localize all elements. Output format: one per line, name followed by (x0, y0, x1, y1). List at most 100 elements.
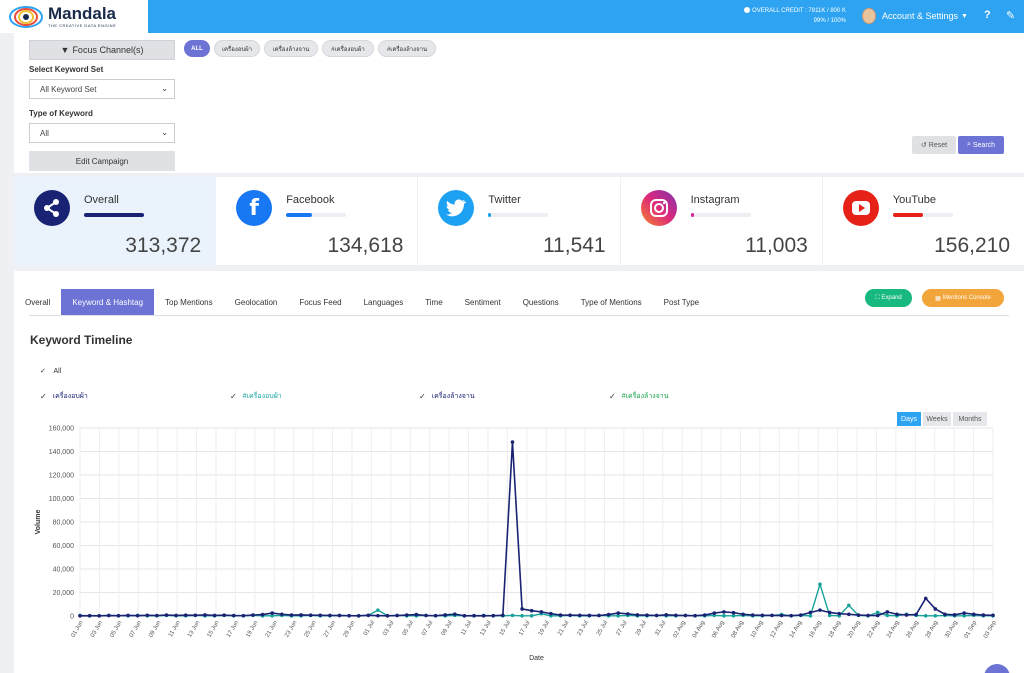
series-dryer-point (635, 613, 640, 617)
legend-item[interactable]: ✓ เครื่องล้างจาน (419, 391, 475, 402)
x-tick-label: 19 Jun (245, 620, 259, 639)
stat-bar (690, 213, 751, 217)
x-tick-label: 15 Jul (499, 620, 512, 637)
keyword-type-select[interactable]: All ⌄ (29, 123, 175, 143)
chevron-down-icon: ▼ (961, 12, 968, 20)
series-dryer-point (923, 596, 928, 601)
tab-divider (29, 315, 1009, 316)
series-dryer-point (462, 613, 467, 618)
series-dryer-point (914, 612, 918, 617)
series-dryer-point (328, 613, 332, 618)
x-tick-label: 12 Aug (770, 620, 785, 639)
edit-campaign-button[interactable]: Edit Campaign (29, 151, 175, 171)
series-hashtag-dishwasher-point (923, 613, 928, 618)
x-tick-label: 26 Aug (905, 620, 920, 639)
stat-card-twitter[interactable]: Twitter 11,541 (418, 177, 621, 265)
series-dryer-point (674, 613, 678, 618)
reset-label: Reset (928, 141, 948, 149)
credit-line2: 99% / 100% (813, 18, 846, 24)
legend-all-toggle[interactable]: ✓ All (40, 367, 61, 375)
twitter-icon (438, 190, 475, 226)
legend-item[interactable]: ✓ เครื่องอบผ้า (40, 391, 88, 402)
help-icon[interactable]: ? (984, 9, 991, 21)
x-tick-label: 15 Jun (207, 620, 221, 639)
tab-type-of-mentions[interactable]: Type of Mentions (580, 297, 642, 307)
y-tick-label: 140,000 (49, 449, 74, 456)
x-axis-label: Date (529, 655, 544, 662)
mandala-logo-icon (9, 5, 43, 28)
series-dryer-point (539, 610, 544, 614)
edit-icon[interactable]: ✎ (1006, 10, 1016, 22)
console-label: Mentions Console (942, 295, 991, 301)
tab-post-type[interactable]: Post Type (663, 297, 700, 307)
stat-bar-fill (690, 213, 694, 217)
range-weeks-button[interactable]: Weeks (923, 412, 951, 426)
filter-panel: ▼ Focus Channel(s) Select Keyword Set Al… (14, 33, 1024, 173)
series-hashtag-dishwasher-point (722, 613, 726, 618)
x-tick-label: 04 Aug (692, 620, 707, 639)
tab-time[interactable]: Time (425, 297, 443, 307)
series-dryer-point (472, 613, 476, 618)
credit-dot-icon (744, 7, 751, 13)
x-tick-label: 07 Jun (129, 620, 143, 639)
chip-hashtag[interactable]: #เครื่องล้างจาน (378, 40, 436, 57)
stat-card-youtube[interactable]: YouTube 156,210 (823, 177, 1024, 265)
tab-languages[interactable]: Languages (363, 297, 404, 307)
chat-widget-icon[interactable] (984, 664, 1010, 673)
account-settings-menu[interactable]: Account & Settings ▼ (862, 8, 968, 24)
search-button[interactable]: ⌕ Search (958, 136, 1004, 154)
x-tick-label: 27 Jul (615, 620, 628, 637)
series-dryer-point (991, 613, 995, 618)
avatar (862, 8, 876, 24)
tab-focus-feed[interactable]: Focus Feed (299, 297, 342, 307)
series-dryer-point (308, 613, 313, 617)
x-tick-label: 17 Jun (226, 620, 240, 639)
range-months-button[interactable]: Months (953, 412, 987, 426)
tab-geolocation[interactable]: Geolocation (234, 297, 278, 307)
series-dryer-point (135, 613, 140, 618)
tab-sentiment[interactable]: Sentiment (464, 297, 501, 307)
stat-card-facebook[interactable]: f Facebook 134,618 (216, 177, 419, 265)
series-dryer-point (116, 613, 121, 618)
series-dryer-point (231, 613, 236, 618)
x-tick-label: 25 Jun (304, 620, 318, 639)
series-dryer-point (779, 613, 784, 618)
legend-item[interactable]: ✓ #เครื่องอบผ้า (230, 391, 282, 402)
brand-logo[interactable]: Mandala THE CREATIVE DATA ENGINE (0, 0, 148, 33)
mentions-console-button[interactable]: ▦ Mentions Console (922, 289, 1004, 307)
stat-card-overall[interactable]: Overall 313,372 (14, 177, 217, 265)
series-dryer-point (280, 612, 284, 617)
stat-card-instagram[interactable]: Instagram 11,003 (621, 177, 823, 265)
series-dryer-point (260, 612, 265, 617)
focus-channel-button[interactable]: ▼ Focus Channel(s) (29, 40, 175, 60)
series-dryer-point (606, 612, 611, 617)
series-dryer-point (414, 612, 419, 617)
tab-questions[interactable]: Questions (522, 297, 559, 307)
legend-item[interactable]: ✓ #เครื่องล้างจาน (609, 391, 669, 402)
overall-credit: OVERALL CREDIT : 7811K / 800 K 99% / 100… (744, 6, 846, 26)
tab-overall[interactable]: Overall (25, 297, 51, 307)
chip-all[interactable]: ALL (184, 40, 210, 57)
series-dryer-point (347, 613, 351, 618)
series-hashtag-dishwasher-point (616, 613, 620, 618)
check-icon: ✓ (40, 392, 47, 401)
series-dryer-point (87, 613, 92, 618)
stat-name: Twitter (488, 194, 521, 206)
range-days-button[interactable]: Days (897, 412, 921, 426)
channel-stats: Overall 313,372 f Facebook 134,618 Twitt… (14, 177, 1024, 265)
chevron-down-icon: ⌄ (161, 84, 168, 93)
series-dryer-point (520, 607, 524, 611)
x-tick-label: 09 Jul (441, 620, 454, 637)
console-icon: ▦ (935, 295, 941, 302)
tab-keyword-hashtag[interactable]: Keyword & Hashtag (61, 289, 155, 315)
keyword-set-select[interactable]: All Keyword Set ⌄ (29, 79, 175, 99)
brand-tagline: THE CREATIVE DATA ENGINE (48, 22, 117, 28)
series-hashtag-dishwasher-point (933, 613, 938, 618)
chip-hashtag[interactable]: #เครื่องอบผ้า (322, 40, 374, 57)
chip-keyword[interactable]: เครื่องล้างจาน (264, 40, 318, 57)
reset-button[interactable]: ↺ Reset (912, 136, 956, 154)
expand-button[interactable]: ⛶ Expand (865, 289, 912, 307)
series-dryer-point (683, 613, 688, 618)
chip-keyword[interactable]: เครื่องอบผ้า (214, 40, 260, 57)
tab-top-mentions[interactable]: Top Mentions (165, 297, 213, 307)
